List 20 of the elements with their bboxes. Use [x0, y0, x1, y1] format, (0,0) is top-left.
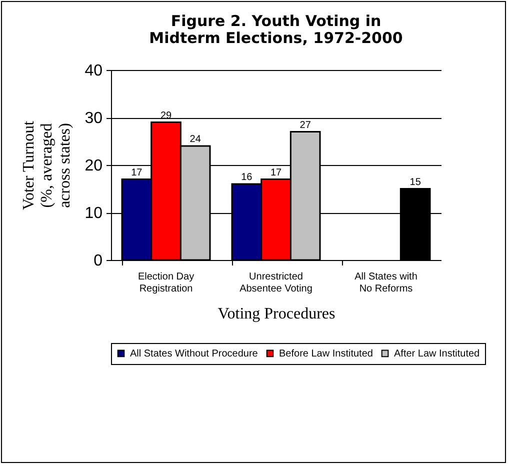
y-axis-title: Voter Turnout (%, averaged across states)	[20, 120, 74, 210]
data-label: 17	[270, 167, 282, 178]
x-tick-label: Unrestricted Absentee Voting	[240, 272, 312, 294]
y-tick-label: 10	[84, 205, 103, 222]
legend-label: All States Without Procedure	[130, 348, 258, 360]
data-label: 27	[300, 120, 312, 131]
y-tick-label: 40	[84, 62, 103, 80]
data-label: 15	[410, 176, 422, 188]
data-label: 24	[190, 134, 202, 145]
legend-label: After Law Instituted	[394, 348, 480, 360]
x-tick-label: Election Day Registration	[138, 272, 194, 294]
data-label: 17	[131, 167, 143, 178]
data-label: 16	[241, 172, 253, 183]
y-tick-label: 20	[84, 158, 103, 174]
y-tick-label: 30	[84, 110, 103, 127]
x-axis-title: Voting Procedures	[218, 306, 336, 322]
x-tick-label: All States with No Reforms	[354, 272, 418, 294]
y-tick-label: 0	[94, 252, 103, 270]
legend-label: Before Law Instituted	[279, 348, 373, 360]
chart-title: Figure 2. Youth Voting in Midterm Elections, 1972-2000	[149, 12, 403, 47]
